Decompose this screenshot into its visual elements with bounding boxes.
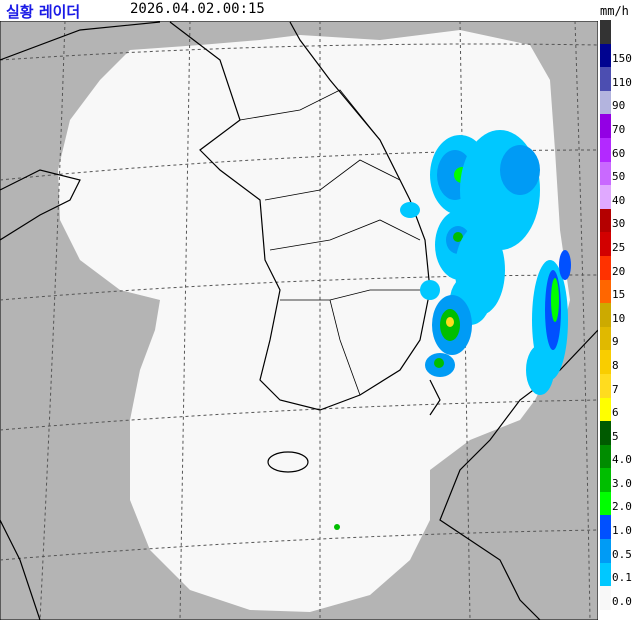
legend-swatch — [600, 373, 611, 398]
legend-swatch — [600, 444, 611, 469]
radar-map[interactable] — [0, 21, 598, 620]
color-legend — [600, 20, 611, 610]
rain-echo — [420, 280, 440, 300]
legend-swatch — [600, 161, 611, 186]
legend-swatch — [600, 515, 611, 540]
timestamp: 2026.04.02.00:15 — [130, 1, 265, 17]
legend-label: 3.0 — [612, 476, 632, 490]
legend-swatch — [600, 303, 611, 327]
rain-echo — [446, 317, 454, 327]
legend-label: 30 — [612, 217, 626, 231]
legend-swatch — [600, 397, 611, 422]
legend-swatch — [600, 232, 611, 256]
legend-swatch — [600, 562, 611, 587]
rain-echo — [334, 524, 340, 530]
legend-swatch — [600, 350, 611, 374]
legend-label: 90 — [612, 99, 626, 113]
rain-echo — [526, 345, 554, 395]
rain-echo — [453, 232, 463, 242]
legend-label: 10 — [612, 311, 626, 325]
legend-label: 25 — [612, 240, 626, 254]
legend-label: 7 — [612, 382, 619, 396]
legend-swatch — [600, 20, 611, 44]
precipitation-echoes — [334, 130, 571, 530]
rain-echo — [434, 358, 444, 368]
legend-label — [612, 20, 635, 44]
legend-label: 60 — [612, 146, 626, 160]
legend-label: 110 — [612, 75, 632, 89]
rain-echo — [400, 202, 420, 218]
legend-label: 0.1 — [612, 571, 632, 585]
rain-echo — [559, 250, 571, 280]
legend-swatch — [600, 539, 611, 563]
legend-swatch — [600, 114, 611, 138]
legend-swatch — [600, 137, 611, 162]
legend-swatch — [600, 279, 611, 304]
legend-swatch — [600, 90, 611, 115]
legend-label: 2.0 — [612, 500, 632, 514]
legend-label: 70 — [612, 122, 626, 136]
header: 실황 레이더 2026.04.02.00:15 mm/h — [0, 0, 635, 21]
legend-label: 0.5 — [612, 547, 632, 561]
legend-label: 0.0 — [612, 594, 632, 608]
legend-swatch — [600, 208, 611, 233]
page-title: 실황 레이더 — [6, 3, 81, 21]
legend-swatch — [600, 491, 611, 516]
legend-swatch — [600, 185, 611, 209]
legend-swatch — [600, 586, 611, 610]
legend-swatch — [600, 43, 611, 68]
legend-label: 20 — [612, 264, 626, 278]
legend-swatch — [600, 326, 611, 351]
province-borders — [239, 89, 430, 396]
legend-swatch — [600, 255, 611, 280]
legend-swatch — [600, 421, 611, 445]
legend-label: 15 — [612, 288, 626, 302]
legend-label: 5 — [612, 429, 619, 443]
legend-label: 40 — [612, 193, 626, 207]
legend-swatch — [600, 468, 611, 492]
rain-echo — [500, 145, 540, 195]
legend-label: 4.0 — [612, 453, 632, 467]
legend-labels: 150 110 90 70 60 50 40 30 25 20 15 10 9 8 7 6 5 4.0 3.0 2.0… — [612, 20, 635, 610]
legend-label: 6 — [612, 406, 619, 420]
grid-lines — [0, 21, 598, 620]
legend-label: 50 — [612, 170, 626, 184]
legend-label: 9 — [612, 335, 619, 349]
legend-unit: mm/h — [600, 4, 629, 18]
legend-label: 1.0 — [612, 524, 632, 538]
rain-echo — [551, 278, 559, 322]
legend-swatch — [600, 67, 611, 91]
legend-label: 8 — [612, 358, 619, 372]
legend-label: 150 — [612, 52, 632, 66]
